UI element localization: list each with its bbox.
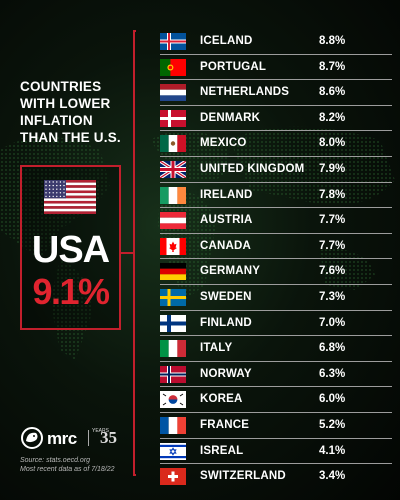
country-name: CANADA <box>200 239 252 252</box>
sweden-flag-icon <box>160 288 186 306</box>
lion-head-icon <box>21 427 43 449</box>
us-flag-icon <box>44 180 96 214</box>
country-name: ICELAND <box>200 35 253 47</box>
inflation-rate: 7.9% <box>319 162 346 175</box>
inflation-rate: 7.8% <box>319 188 346 201</box>
switzerland-flag-icon <box>160 468 186 486</box>
inflation-rate: 7.0% <box>319 316 346 329</box>
netherlands-flag-icon <box>160 84 186 102</box>
inflation-rate: 7.6% <box>319 265 346 278</box>
inflation-rate: 6.0% <box>319 393 346 406</box>
mexico-flag-icon <box>160 135 186 153</box>
country-name: NORWAY <box>200 367 252 380</box>
france-flag-icon <box>160 416 186 434</box>
country-name: MEXICO <box>200 137 247 150</box>
bracket-connector <box>120 30 136 476</box>
inflation-rate: 6.8% <box>319 342 346 355</box>
list-item: MEXICO 8.0% <box>160 131 392 157</box>
korea-flag-icon <box>160 391 186 409</box>
country-name: FRANCE <box>200 418 250 431</box>
country-name: UNITED KINGDOM <box>200 162 305 175</box>
list-item: ISREAL 4.1% <box>160 439 392 465</box>
list-item: DENMARK 8.2% <box>160 106 392 132</box>
usa-label: USA <box>31 229 110 271</box>
list-item: ITALY 6.8% <box>160 336 392 362</box>
country-name: GERMANY <box>200 265 261 278</box>
list-item: SWEDEN 7.3% <box>160 285 392 311</box>
canada-flag-icon <box>160 237 186 255</box>
israel-flag-icon <box>160 442 186 460</box>
country-name: SWEDEN <box>200 290 252 303</box>
list-item: AUSTRIA 7.7% <box>160 208 392 234</box>
list-item: SWITZERLAND 3.4% <box>160 464 392 489</box>
inflation-rate: 7.7% <box>319 239 346 252</box>
country-list: ICELAND 8.8% PORTUGAL 8.7% NETHERLANDS 8.6% DE… <box>160 29 392 489</box>
country-name: ITALY <box>200 342 233 355</box>
inflation-rate: 7.3% <box>319 290 346 303</box>
finland-flag-icon <box>160 314 186 332</box>
inflation-rate: 8.7% <box>319 60 346 73</box>
list-item: PORTUGAL 8.7% <box>160 55 392 81</box>
page-title: COUNTRIES WITH LOWER INFLATION THAN THE … <box>20 78 130 146</box>
country-name: FINLAND <box>200 316 252 329</box>
usa-highlight-box: USA 9.1% <box>20 165 121 330</box>
iceland-flag-icon <box>160 33 186 50</box>
country-name: PORTUGAL <box>200 60 267 73</box>
usa-inflation-rate: 9.1% <box>32 271 110 312</box>
logo-text: mrc <box>47 429 77 448</box>
inflation-rate: 8.2% <box>319 111 346 124</box>
inflation-rate: 6.3% <box>319 367 346 380</box>
austria-flag-icon <box>160 212 186 230</box>
data-date-line: Most recent data as of 7/18/22 <box>20 466 115 473</box>
list-item: UNITED KINGDOM 7.9% <box>160 157 392 183</box>
title-line-1: COUNTRIES <box>20 79 102 94</box>
ireland-flag-icon <box>160 186 186 204</box>
anniversary-number: 35 <box>100 428 117 447</box>
country-name: IRELAND <box>200 188 253 201</box>
list-item: CANADA 7.7% <box>160 234 392 260</box>
inflation-rate: 8.0% <box>319 137 346 150</box>
list-item: FINLAND 7.0% <box>160 311 392 337</box>
country-name: NETHERLANDS <box>200 86 290 99</box>
title-line-2: WITH LOWER <box>20 96 111 111</box>
portugal-flag-icon <box>160 58 186 76</box>
country-name: SWITZERLAND <box>200 470 286 483</box>
inflation-rate: 7.7% <box>319 214 346 227</box>
title-line-4: THAN THE U.S. <box>20 130 121 145</box>
inflation-rate: 8.6% <box>319 86 346 99</box>
list-item: FRANCE 5.2% <box>160 413 392 439</box>
denmark-flag-icon <box>160 109 186 127</box>
list-item: KOREA 6.0% <box>160 387 392 413</box>
italy-flag-icon <box>160 340 186 358</box>
country-name: KOREA <box>200 393 243 406</box>
logo-divider <box>88 430 89 446</box>
source-note: Source: stats.oecd.org Most recent data … <box>20 456 115 474</box>
inflation-rate: 4.1% <box>319 444 346 457</box>
source-line: Source: stats.oecd.org <box>20 457 91 464</box>
germany-flag-icon <box>160 263 186 281</box>
list-item: IRELAND 7.8% <box>160 183 392 209</box>
country-name: AUSTRIA <box>200 214 253 227</box>
inflation-rate: 5.2% <box>319 418 346 431</box>
list-item: GERMANY 7.6% <box>160 259 392 285</box>
list-item: ICELAND 8.8% <box>160 29 392 55</box>
inflation-rate: 3.4% <box>319 470 346 483</box>
norway-flag-icon <box>160 365 186 383</box>
country-name: ISREAL <box>200 444 244 457</box>
anniversary-small-label: YEARS <box>92 428 109 434</box>
mrc-logo: mrc YEARS 35 <box>20 427 130 451</box>
country-name: DENMARK <box>200 111 261 124</box>
inflation-rate: 8.8% <box>319 35 346 47</box>
list-item: NORWAY 6.3% <box>160 362 392 388</box>
title-line-3: INFLATION <box>20 113 93 128</box>
list-item: NETHERLANDS 8.6% <box>160 80 392 106</box>
uk-flag-icon <box>160 160 186 178</box>
